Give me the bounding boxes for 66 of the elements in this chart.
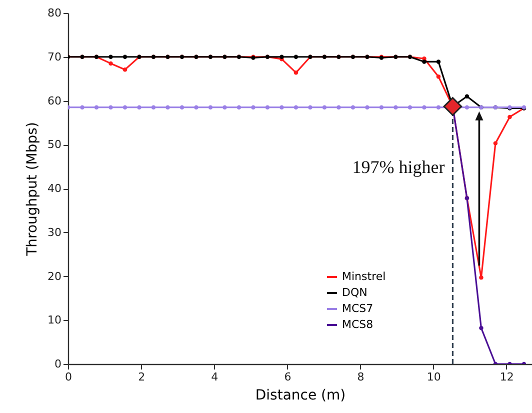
- point: [108, 105, 113, 110]
- legend-label: Minstrel: [342, 270, 386, 283]
- legend-label: MCS8: [342, 318, 374, 331]
- x-tick-label: 0: [65, 370, 72, 384]
- point: [322, 105, 327, 110]
- point: [443, 97, 462, 116]
- y-tick-label: 0: [54, 358, 62, 370]
- point: [265, 105, 270, 110]
- y-axis-title: Throughput (Mbps): [24, 122, 41, 257]
- point: [365, 105, 370, 110]
- y-tick-label: 10: [48, 314, 62, 327]
- point: [422, 105, 426, 110]
- point: [436, 105, 441, 110]
- point: [194, 105, 198, 110]
- point: [294, 70, 298, 75]
- point: [137, 105, 142, 110]
- point: [122, 105, 128, 110]
- point: [350, 105, 356, 110]
- point: [94, 105, 99, 110]
- point: [251, 105, 256, 110]
- point: [508, 114, 512, 120]
- point: [394, 105, 398, 110]
- y-tick-label: 20: [48, 270, 62, 283]
- point: [151, 105, 156, 110]
- point: [464, 94, 470, 98]
- point: [280, 54, 284, 59]
- y-tick-label: 30: [48, 226, 62, 239]
- point: [180, 105, 184, 110]
- point: [379, 105, 384, 110]
- x-tick-label: 12: [500, 370, 514, 384]
- y-tick-label: 80: [48, 6, 62, 20]
- point: [294, 105, 298, 110]
- point: [294, 54, 298, 59]
- point: [222, 105, 227, 110]
- annotation: 197% higher: [352, 157, 445, 177]
- point: [479, 326, 484, 330]
- point: [436, 60, 441, 64]
- point: [464, 105, 470, 110]
- y-tick-label: 40: [48, 182, 62, 195]
- x-axis-title: Distance (m): [255, 388, 346, 404]
- point: [408, 105, 412, 110]
- point: [122, 67, 128, 72]
- x-tick-label: 2: [138, 370, 146, 384]
- x-tick-label: 8: [357, 370, 364, 384]
- x-tick-label: 6: [284, 370, 292, 384]
- legend-label: DQN: [342, 286, 368, 299]
- point: [280, 105, 284, 110]
- y-tick-label: 70: [48, 50, 62, 64]
- point: [479, 275, 484, 280]
- point: [436, 74, 441, 79]
- y-tick-label: 60: [48, 94, 62, 108]
- point: [122, 54, 128, 59]
- legend-label: MCS7: [342, 302, 374, 315]
- point: [208, 105, 213, 110]
- point: [308, 105, 312, 110]
- y-tick-label: 50: [48, 138, 62, 152]
- point: [166, 105, 170, 110]
- x-tick-label: 4: [211, 370, 218, 384]
- x-tick-label: 10: [426, 370, 441, 384]
- point: [236, 105, 242, 110]
- point: [422, 60, 426, 64]
- point: [108, 54, 113, 59]
- point: [108, 61, 113, 66]
- point: [80, 105, 84, 110]
- point: [493, 141, 498, 146]
- point: [336, 105, 341, 110]
